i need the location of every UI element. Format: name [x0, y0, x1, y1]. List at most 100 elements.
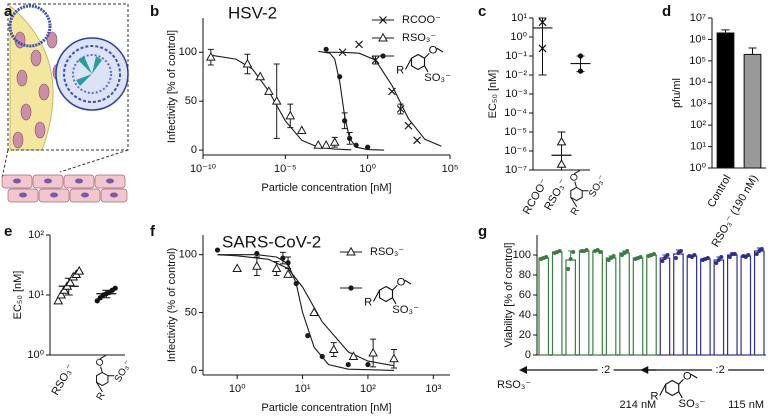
x-tick-label: 10¹: [295, 383, 311, 395]
marker-triangle: [206, 51, 216, 61]
y-axis-label: EC₅₀ [nM]: [487, 70, 499, 119]
marker-dot: [365, 361, 371, 368]
marker-dot: [254, 250, 260, 257]
bar: [740, 255, 752, 356]
marker-cross: [388, 87, 396, 96]
virion: [8, 4, 52, 48]
bar: [565, 259, 576, 356]
marker-dot: [342, 118, 348, 124]
bar: [700, 258, 711, 356]
bar: [592, 250, 603, 356]
chem-ring: [665, 379, 680, 397]
bar: [619, 252, 630, 356]
data-point: [544, 255, 549, 259]
membrane: [9, 4, 54, 151]
marker-dot: [319, 353, 325, 360]
chem-bond: [574, 170, 581, 175]
dilution-label: :2: [716, 364, 725, 376]
category-label: Control: [705, 173, 733, 210]
panel-letter: d: [662, 3, 671, 20]
y-tick-label: 10⁻⁵: [504, 126, 527, 138]
data-point: [571, 250, 576, 254]
marker-triangle: [65, 277, 76, 287]
chem-ring: [378, 285, 394, 303]
chem-label: R: [95, 391, 108, 403]
chem-label: R: [364, 297, 372, 309]
chem-bond: [405, 57, 413, 70]
concentration-label: 214 nM: [620, 399, 657, 411]
x-tick-label: 10⁰: [359, 163, 376, 175]
y-tick-label: 20: [519, 329, 531, 341]
chem-bond: [373, 289, 381, 302]
panel-letter: g: [478, 223, 487, 240]
marker-cross: [538, 18, 547, 27]
marker-cross: [404, 121, 413, 130]
marker-triangle: [271, 95, 282, 105]
marker-triangle: [232, 263, 243, 273]
zoom-box: [7, 3, 129, 151]
x-tick-label: 10³: [425, 383, 441, 395]
data-point: [705, 256, 710, 260]
marker-triangle: [74, 265, 85, 275]
data-point: [719, 255, 724, 259]
chem-bond: [99, 355, 106, 360]
chem-bond: [424, 65, 429, 73]
y-tick-label: 10⁻²: [505, 69, 527, 81]
marker-triangle: [329, 137, 340, 146]
zoom-line: [59, 149, 129, 173]
arrow-head: [519, 366, 527, 374]
marker-triangle: [242, 58, 253, 68]
chem-bond: [678, 391, 683, 399]
y-tick-label: 10⁰: [27, 349, 44, 361]
marker-triangle: [53, 295, 64, 305]
data-point: [584, 248, 589, 252]
chem-bond: [100, 366, 103, 373]
marker-triangle: [556, 136, 567, 146]
data-point: [652, 252, 656, 256]
marker-triangle: [264, 86, 274, 95]
marker-triangle: [252, 261, 262, 270]
x-tick-label: 10²: [360, 383, 376, 395]
marker-triangle: [56, 289, 67, 299]
y-tick-label: 10⁻³: [505, 88, 527, 100]
marker-cross: [355, 40, 363, 49]
marker-dot: [305, 333, 311, 339]
data-point: [665, 253, 670, 257]
y-tick-label: 10⁶: [689, 33, 706, 45]
chem-structure: R O SO₃⁻: [396, 45, 451, 85]
bar: [753, 250, 765, 356]
marker-dot: [112, 285, 118, 291]
panel-letter: e: [4, 223, 12, 240]
chem-bond: [96, 382, 103, 393]
panel-letter: b: [150, 3, 159, 20]
y-tick-label: 10⁰: [689, 162, 706, 174]
y-tick-label: 10¹: [690, 140, 706, 152]
marker-dot: [285, 260, 291, 266]
y-tick-label: 10⁰: [510, 31, 527, 43]
bar: [686, 255, 698, 356]
bar: [578, 250, 590, 356]
error-bar: [748, 47, 757, 55]
marker-cross: [338, 48, 347, 57]
y-tick-label: 10¹: [28, 289, 44, 301]
chart-title: SARS-CoV-2: [222, 232, 321, 251]
data-point: [566, 267, 571, 271]
chem-bond: [404, 279, 412, 285]
fit-curve: [318, 50, 385, 151]
y-tick-label: 0: [191, 144, 197, 156]
bar: [646, 254, 657, 356]
chem-label: O: [683, 371, 692, 383]
y-tick-label: 100: [513, 249, 531, 261]
marker-triangle: [255, 71, 266, 81]
data-point: [611, 254, 616, 258]
y-tick-label: 10²: [28, 229, 44, 241]
marker-triangle: [368, 347, 378, 357]
bar: [551, 251, 563, 356]
bar: [538, 257, 550, 356]
data-point: [727, 255, 732, 259]
nuclei: [13, 178, 118, 198]
data-point: [716, 258, 721, 262]
marker-dot: [347, 135, 353, 141]
